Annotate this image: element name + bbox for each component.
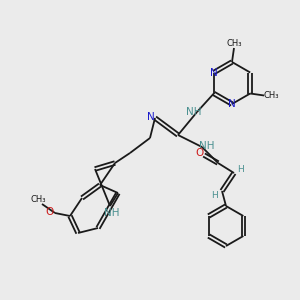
Text: CH₃: CH₃ [226,38,242,47]
Text: H: H [237,166,243,175]
Text: CH₃: CH₃ [263,91,279,100]
Text: CH₃: CH₃ [30,196,46,205]
Text: H: H [212,191,218,200]
Text: NH: NH [186,107,202,117]
Text: N: N [147,112,155,122]
Text: O: O [196,148,204,158]
Text: N: N [210,68,218,77]
Text: NH: NH [104,208,120,218]
Text: O: O [46,207,54,217]
Text: NH: NH [199,141,215,151]
Text: N: N [228,99,236,109]
